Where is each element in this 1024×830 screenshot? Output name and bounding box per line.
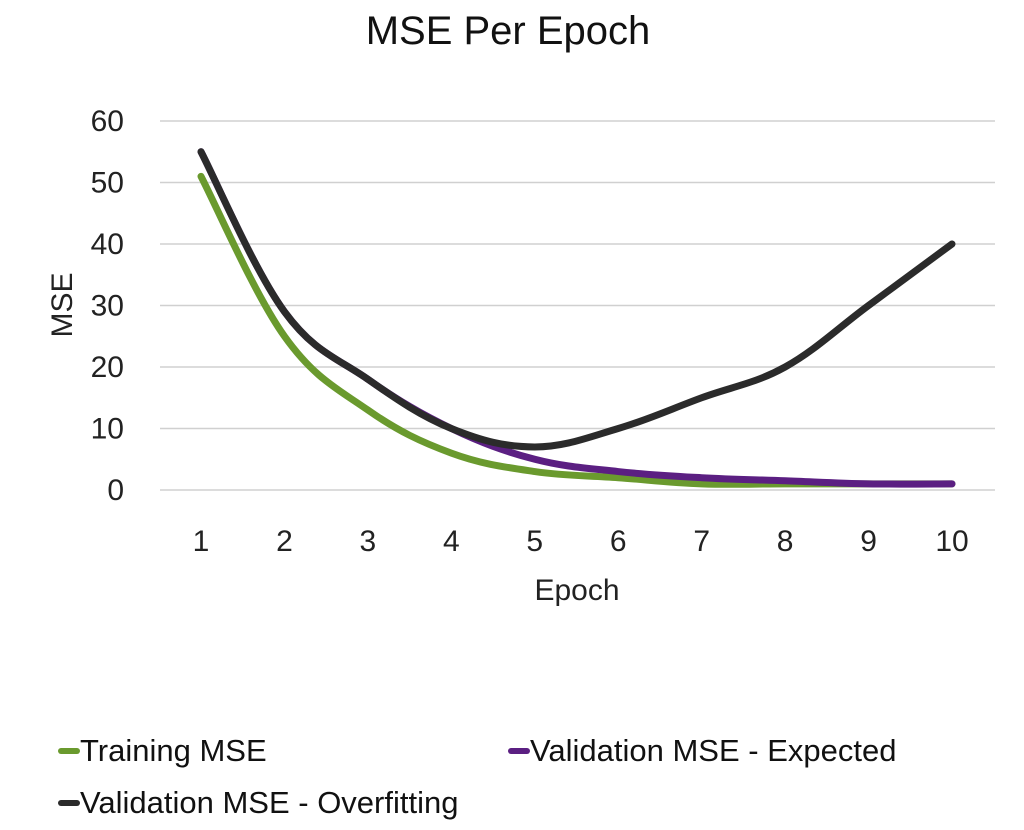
x-tick-label: 9	[860, 525, 877, 558]
series-lines	[197, 148, 956, 488]
x-tick-label: 3	[360, 525, 377, 558]
x-tick-label: 7	[693, 525, 710, 558]
legend-item-validation-expected: Validation MSE - Expected	[508, 733, 896, 769]
x-tick-label: 10	[935, 525, 968, 558]
legend-item-training: Training MSE	[58, 733, 267, 769]
series-line-validation-overfitting	[197, 148, 956, 451]
series-line-validation-expected	[197, 148, 956, 488]
y-tick-label: 20	[91, 351, 124, 384]
x-tick-label: 1	[193, 525, 210, 558]
legend-swatch-training	[58, 748, 80, 754]
y-tick-label: 10	[91, 413, 124, 446]
chart-title: MSE Per Epoch	[366, 9, 651, 53]
x-axis-label: Epoch	[534, 574, 619, 607]
x-tick-label: 8	[777, 525, 794, 558]
y-tick-label: 0	[107, 474, 124, 507]
y-tick-label: 40	[91, 228, 124, 261]
legend-item-validation-overfitting: Validation MSE - Overfitting	[58, 785, 458, 821]
y-tick-labels: 0 10 20 30 40 50 60	[91, 105, 124, 507]
x-tick-labels: 1 2 3 4 5 6 7 8 9 10	[193, 525, 969, 558]
x-tick-label: 5	[526, 525, 543, 558]
legend-swatch-validation-expected	[508, 748, 530, 754]
legend-swatch-validation-overfitting	[58, 800, 80, 806]
y-tick-label: 60	[91, 105, 124, 138]
x-tick-label: 2	[276, 525, 293, 558]
legend-label-validation-overfitting: Validation MSE - Overfitting	[80, 785, 459, 820]
x-tick-label: 6	[610, 525, 627, 558]
x-tick-label: 4	[443, 525, 460, 558]
gridlines	[160, 120, 995, 491]
legend-label-training: Training MSE	[80, 733, 267, 768]
y-axis-label: MSE	[46, 272, 79, 337]
y-tick-label: 50	[91, 167, 124, 200]
legend-label-validation-expected: Validation MSE - Expected	[530, 733, 897, 768]
y-tick-label: 30	[91, 290, 124, 323]
